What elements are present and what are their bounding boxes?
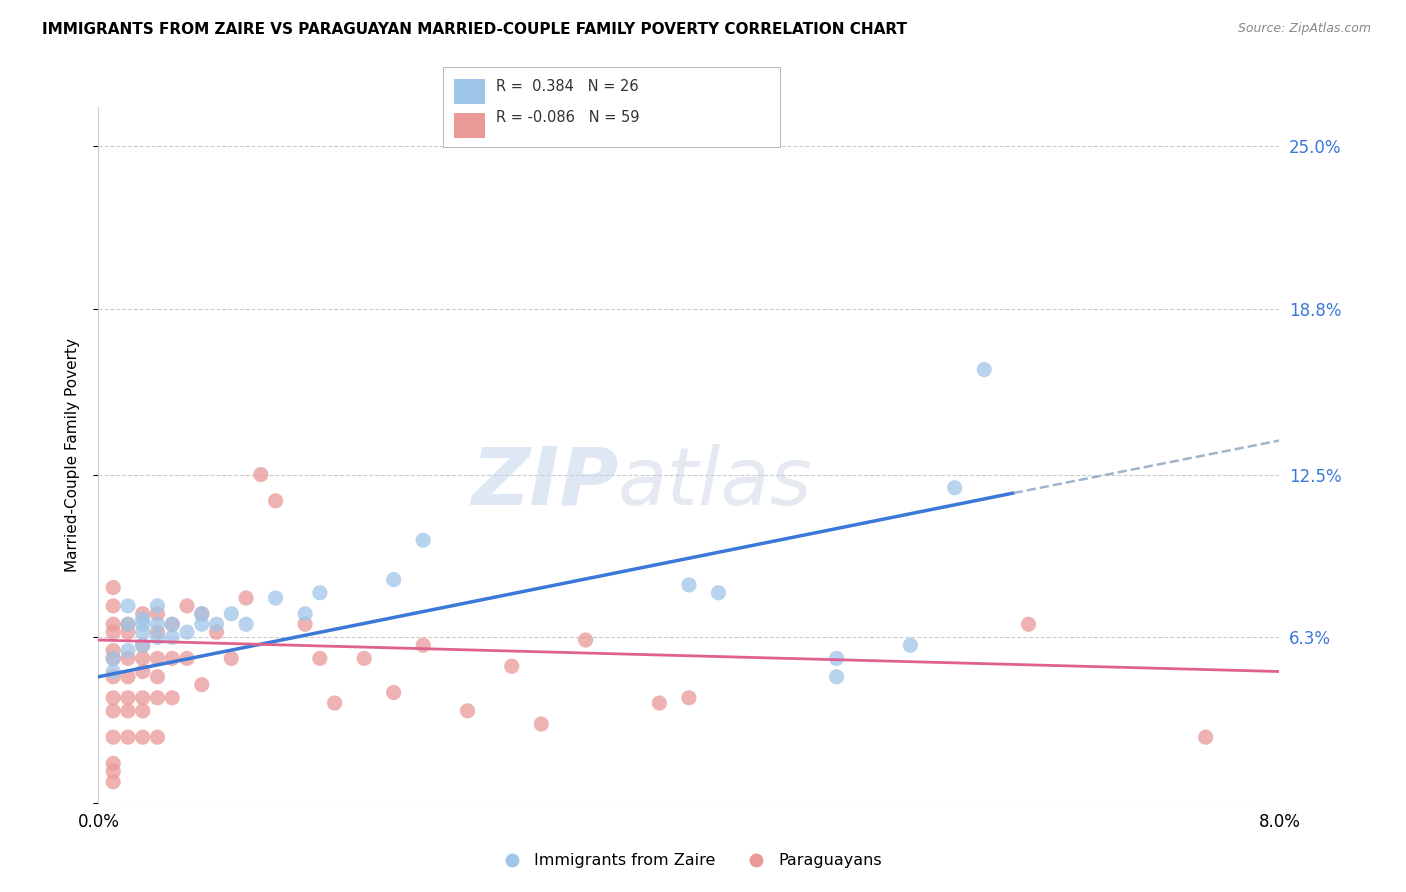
Point [162, 617, 183, 632]
Point [103, 704, 125, 718]
Y-axis label: Married-Couple Family Poverty: Married-Couple Family Poverty [65, 338, 80, 572]
Point [103, 651, 125, 665]
Point [412, 533, 434, 548]
Point [412, 638, 434, 652]
Point [1017, 617, 1039, 632]
Point [103, 599, 125, 613]
Point [132, 704, 155, 718]
Point [132, 617, 155, 632]
Point [132, 638, 155, 652]
Point [103, 581, 125, 595]
Point [678, 690, 700, 705]
Point [1194, 730, 1216, 744]
Point [103, 665, 125, 679]
Point [308, 651, 332, 665]
Point [146, 625, 169, 640]
Point [264, 494, 287, 508]
Point [146, 607, 169, 621]
Point [117, 651, 139, 665]
Point [132, 690, 155, 705]
Point [294, 607, 316, 621]
Point [235, 591, 257, 605]
Point [117, 670, 139, 684]
Point [574, 633, 596, 648]
Text: IMMIGRANTS FROM ZAIRE VS PARAGUAYAN MARRIED-COUPLE FAMILY POVERTY CORRELATION CH: IMMIGRANTS FROM ZAIRE VS PARAGUAYAN MARR… [42, 22, 907, 37]
Point [264, 591, 287, 605]
Point [103, 690, 125, 705]
Point [323, 696, 346, 710]
Point [176, 625, 198, 640]
Point [162, 617, 183, 632]
Text: atlas: atlas [619, 443, 813, 522]
Point [132, 730, 155, 744]
Point [648, 696, 671, 710]
Point [117, 617, 139, 632]
Point [117, 625, 139, 640]
Point [103, 670, 125, 684]
Point [103, 756, 125, 771]
Point [707, 586, 730, 600]
Point [205, 617, 228, 632]
Point [294, 617, 316, 632]
Point [250, 467, 273, 482]
Point [176, 599, 198, 613]
Point [146, 599, 169, 613]
Point [162, 690, 183, 705]
Point [900, 638, 922, 652]
Point [146, 730, 169, 744]
Point [146, 631, 169, 645]
Point [132, 651, 155, 665]
Point [132, 665, 155, 679]
Point [103, 625, 125, 640]
Point [117, 730, 139, 744]
Point [382, 573, 405, 587]
Point [117, 599, 139, 613]
Point [191, 607, 214, 621]
Point [353, 651, 375, 665]
Point [103, 764, 125, 779]
Point [103, 617, 125, 632]
Text: R = -0.086   N = 59: R = -0.086 N = 59 [496, 110, 640, 125]
Point [219, 651, 242, 665]
Point [825, 651, 848, 665]
Point [205, 625, 228, 640]
Point [132, 638, 155, 652]
Point [162, 651, 183, 665]
Point [117, 690, 139, 705]
Point [103, 643, 125, 657]
Point [132, 607, 155, 621]
Point [678, 578, 700, 592]
Point [146, 670, 169, 684]
Point [501, 659, 523, 673]
Point [235, 617, 257, 632]
Point [103, 774, 125, 789]
Point [825, 670, 848, 684]
Point [382, 685, 405, 699]
Point [132, 625, 155, 640]
Legend: Immigrants from Zaire, Paraguayans: Immigrants from Zaire, Paraguayans [489, 847, 889, 875]
Text: R =  0.384   N = 26: R = 0.384 N = 26 [496, 79, 638, 95]
Point [191, 617, 214, 632]
Point [103, 730, 125, 744]
Text: ZIP: ZIP [471, 443, 619, 522]
Point [103, 651, 125, 665]
Point [117, 643, 139, 657]
Point [117, 704, 139, 718]
Point [191, 607, 214, 621]
Text: Source: ZipAtlas.com: Source: ZipAtlas.com [1237, 22, 1371, 36]
Point [530, 717, 553, 731]
Point [146, 651, 169, 665]
Point [456, 704, 478, 718]
Point [132, 612, 155, 626]
Point [219, 607, 242, 621]
Point [162, 631, 183, 645]
Point [146, 690, 169, 705]
Point [308, 586, 332, 600]
Point [191, 678, 214, 692]
Point [146, 617, 169, 632]
Point [973, 362, 995, 376]
Point [943, 481, 966, 495]
Point [117, 617, 139, 632]
Point [176, 651, 198, 665]
